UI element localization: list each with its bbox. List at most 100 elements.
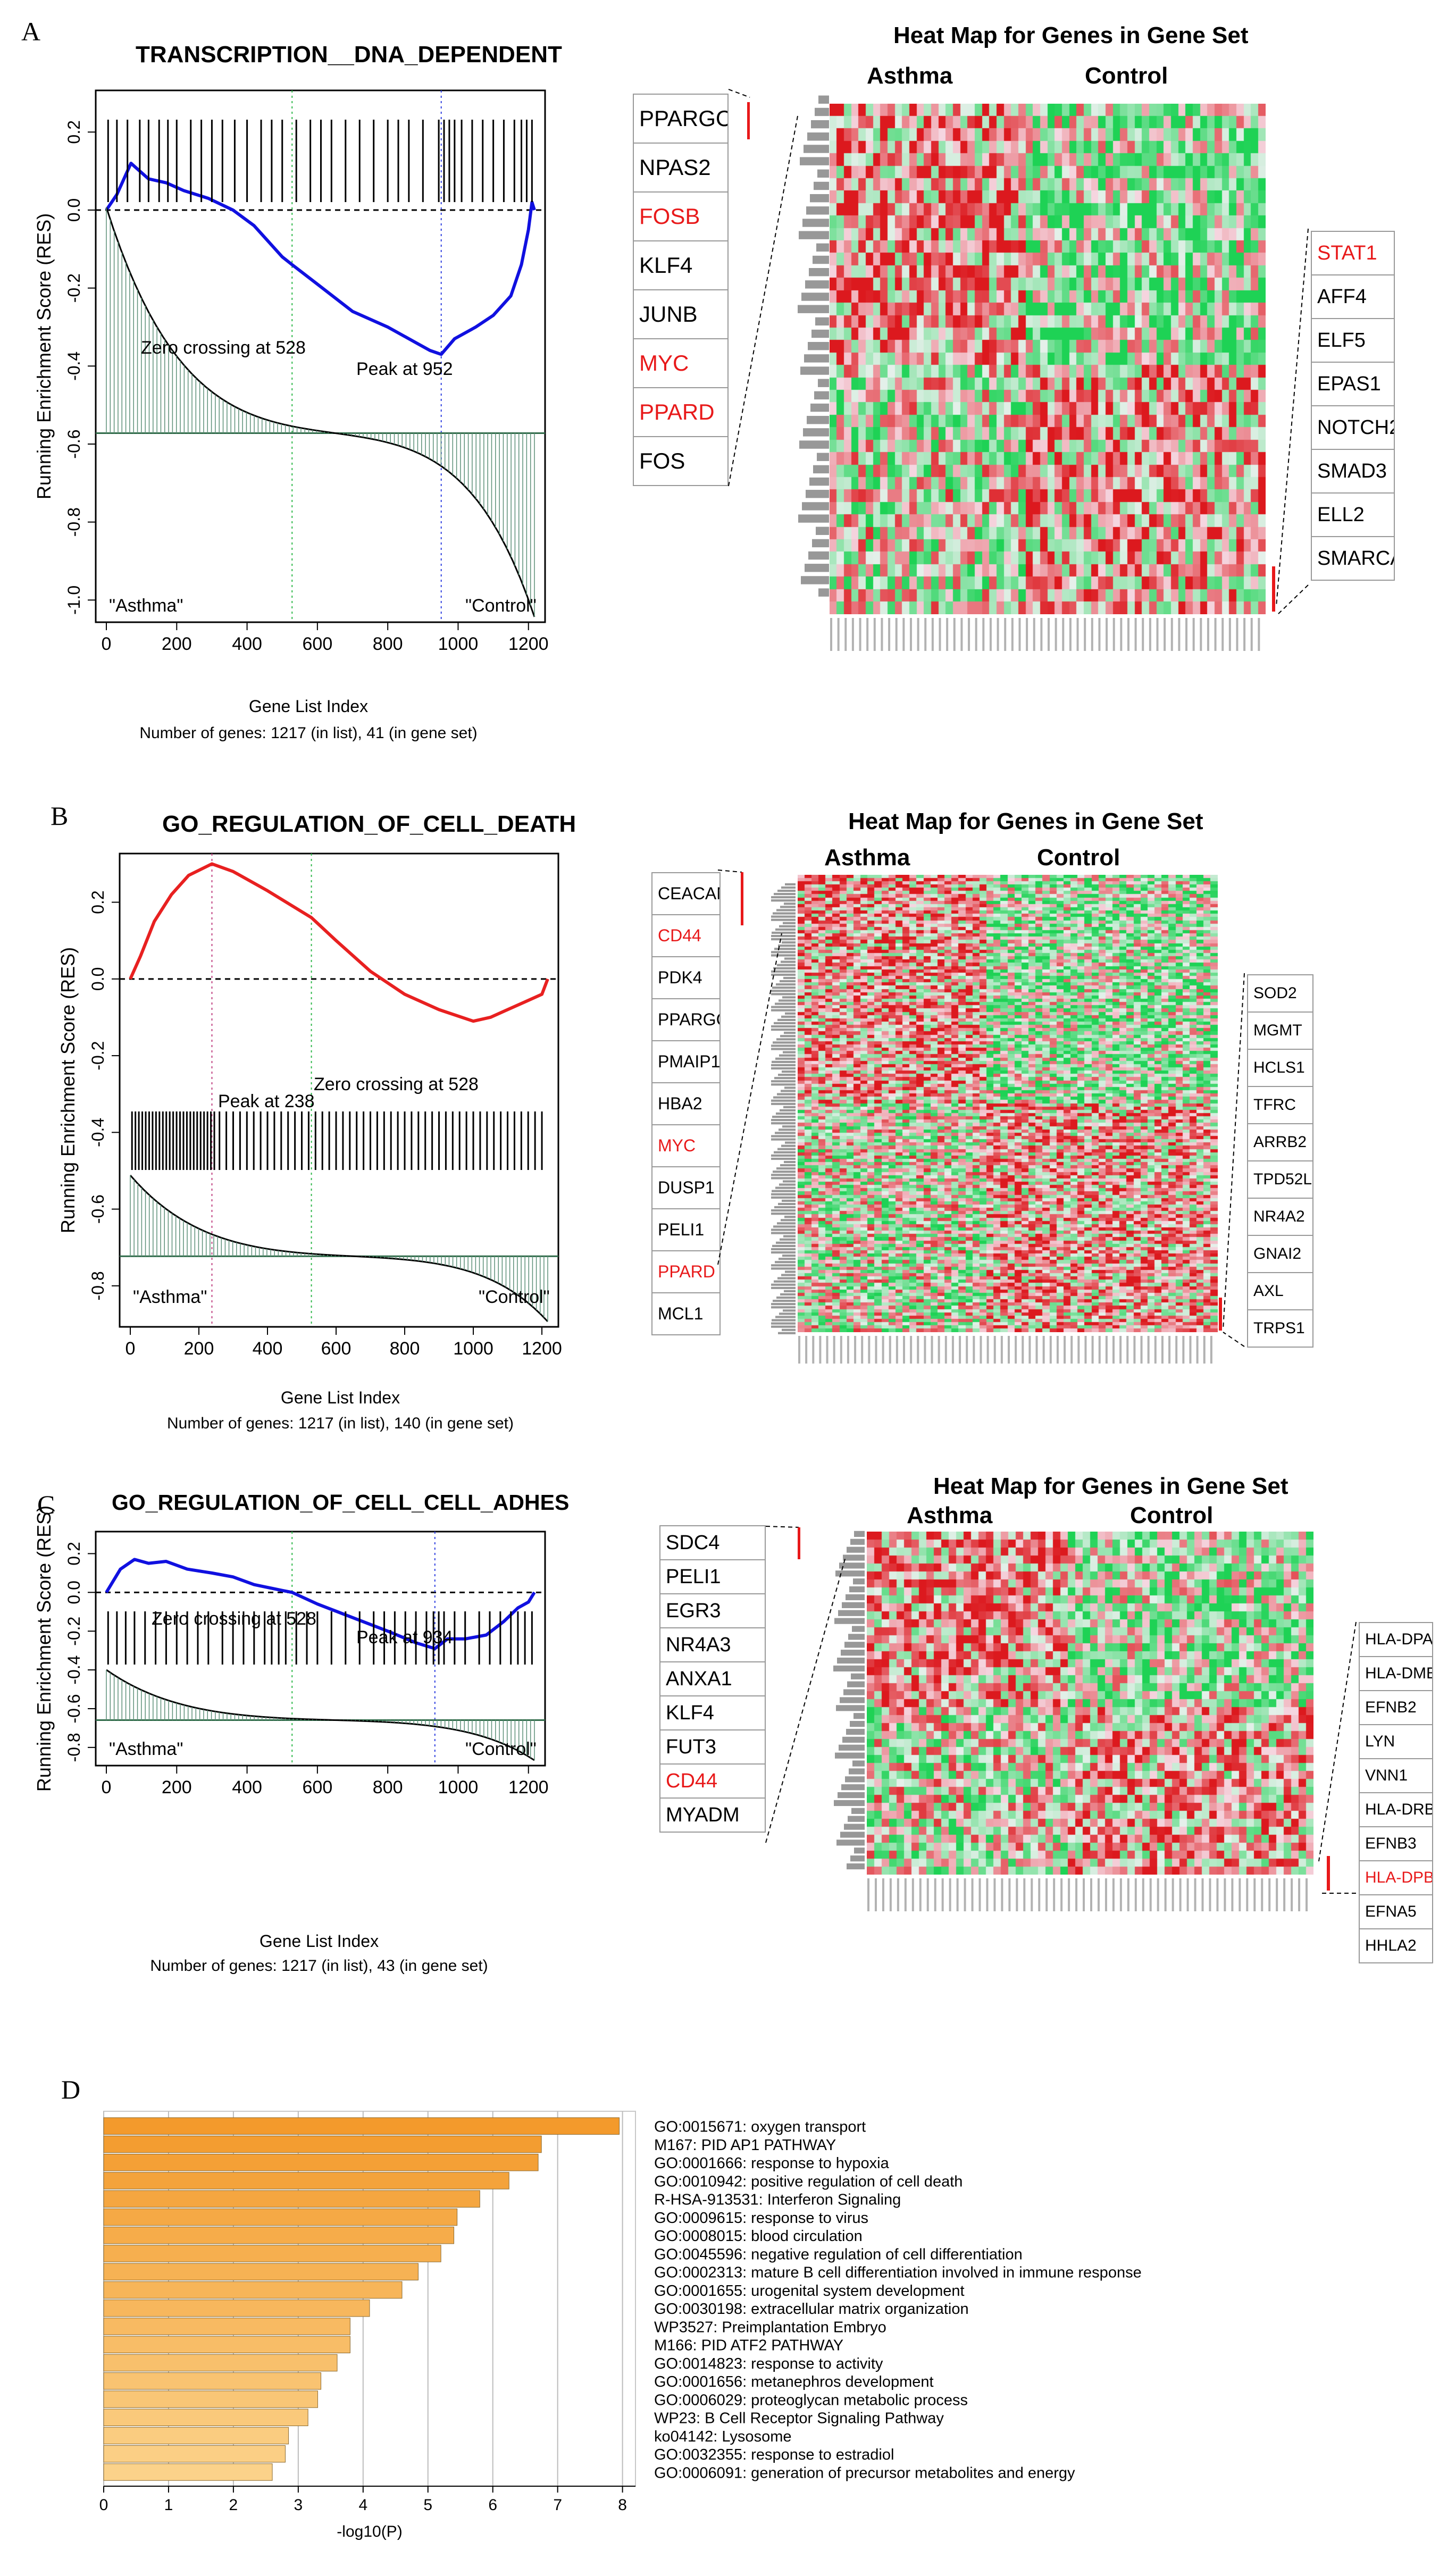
gsea-plot-b: -0.8 -0.6 -0.4 -0.2 0.0 0.2 0 200 400 600 800 1000 1… bbox=[57, 852, 562, 1359]
row-label-mark bbox=[841, 1784, 865, 1791]
row-label-mark bbox=[782, 1328, 796, 1331]
row-label-mark bbox=[771, 1322, 796, 1325]
col-label-mark bbox=[1283, 1878, 1286, 1911]
row-label-mark bbox=[771, 1102, 796, 1105]
x-tick-label: 7 bbox=[553, 2496, 562, 2514]
row-label-mark bbox=[784, 1216, 796, 1218]
col-label-mark bbox=[1149, 618, 1151, 651]
col-label-mark bbox=[1001, 1878, 1003, 1911]
row-label-mark bbox=[800, 157, 829, 165]
col-label-mark bbox=[944, 1336, 947, 1364]
bar bbox=[103, 2372, 322, 2390]
col-label-mark bbox=[1207, 618, 1209, 651]
x-tick-label: 1200 bbox=[508, 634, 549, 654]
heatmap-group-control-a: Control bbox=[1085, 63, 1168, 89]
row-label-mark bbox=[771, 1248, 796, 1251]
row-label-mark bbox=[779, 925, 796, 927]
row-label-mark bbox=[771, 934, 796, 938]
col-label-mark bbox=[1298, 1878, 1301, 1911]
row-label-mark bbox=[782, 1070, 796, 1073]
row-label-mark bbox=[783, 1180, 796, 1183]
y-axis-label: Running Enrichment Score (RES) bbox=[33, 213, 55, 499]
enrichment-curve bbox=[105, 162, 536, 356]
row-label-mark bbox=[775, 1002, 796, 1005]
gene-label: FOSB bbox=[633, 191, 729, 241]
col-label-mark bbox=[1053, 1878, 1056, 1911]
row-label-mark bbox=[776, 983, 796, 986]
row-label-mark bbox=[771, 1303, 796, 1306]
gene-label: FOS bbox=[633, 436, 729, 486]
row-label-mark bbox=[811, 120, 829, 129]
left-gene-list-a: PPARGC1ANPAS2FOSBKLF4JUNBMYCPPARDFOS bbox=[633, 94, 729, 486]
gene-label: PDK4 bbox=[651, 956, 721, 999]
row-label-mark bbox=[771, 1006, 796, 1008]
y-axis-label: Running Enrichment Score (RES) bbox=[33, 1506, 55, 1792]
row-label-mark bbox=[771, 1122, 796, 1125]
col-label-mark bbox=[1186, 1878, 1189, 1911]
row-label-mark bbox=[771, 1283, 796, 1286]
col-label-mark bbox=[844, 618, 847, 651]
row-label-mark bbox=[777, 1277, 796, 1280]
row-label-mark bbox=[779, 1183, 796, 1186]
col-label-mark bbox=[1055, 618, 1057, 651]
col-label-mark bbox=[1228, 618, 1231, 651]
col-label-mark bbox=[1038, 1878, 1041, 1911]
row-label-mark bbox=[807, 132, 829, 141]
x-tick-label: 4 bbox=[358, 2496, 367, 2514]
row-label-mark bbox=[775, 1186, 796, 1189]
col-label-mark bbox=[1149, 1878, 1152, 1911]
zero-crossing-label: Zero crossing at 528 bbox=[314, 1074, 479, 1094]
row-label-mark bbox=[778, 1332, 796, 1334]
col-label-mark bbox=[975, 618, 977, 651]
col-label-mark bbox=[1076, 618, 1079, 651]
row-label-mark bbox=[834, 1800, 865, 1807]
panel-letter-b: B bbox=[51, 801, 69, 831]
x-tick-label: 800 bbox=[373, 634, 403, 654]
row-label-mark bbox=[843, 1689, 865, 1695]
gene-label: HLA-DMB bbox=[1359, 1656, 1433, 1691]
y-tick-label: -0.4 bbox=[64, 352, 83, 381]
row-label-mark bbox=[842, 1602, 865, 1608]
row-label-mark bbox=[780, 980, 796, 983]
col-label-mark bbox=[873, 618, 876, 651]
row-label-mark bbox=[844, 1642, 865, 1648]
heatmap-row-labels-a bbox=[798, 95, 829, 597]
col-label-mark bbox=[926, 1878, 929, 1911]
gene-label: NR4A3 bbox=[659, 1627, 766, 1662]
x-axis-label: -log10(P) bbox=[337, 2523, 402, 2540]
row-label-mark bbox=[775, 1261, 796, 1264]
row-label-mark bbox=[850, 1855, 865, 1862]
row-label-mark bbox=[802, 502, 829, 511]
col-label-mark bbox=[973, 1336, 975, 1364]
col-label-mark bbox=[1035, 1336, 1038, 1364]
row-label-mark bbox=[781, 1219, 796, 1222]
col-label-mark bbox=[960, 618, 963, 651]
gene-label: PPARGC1A bbox=[651, 998, 721, 1041]
row-label-mark bbox=[844, 1824, 865, 1830]
col-label-mark bbox=[1004, 618, 1007, 651]
col-label-mark bbox=[997, 618, 999, 651]
gene-label: VNN1 bbox=[1359, 1758, 1433, 1793]
col-label-mark bbox=[798, 1336, 800, 1364]
col-label-mark bbox=[1243, 618, 1246, 651]
col-label-mark bbox=[867, 1878, 869, 1911]
row-label-mark bbox=[777, 1148, 796, 1150]
col-label-mark bbox=[1172, 1878, 1174, 1911]
row-label-mark bbox=[771, 1177, 796, 1180]
row-label-mark bbox=[771, 970, 796, 973]
col-label-mark bbox=[1008, 1878, 1011, 1911]
row-label-mark bbox=[814, 391, 829, 400]
bar-category-label: GO:0030198: extracellular matrix organiz… bbox=[654, 2301, 969, 2318]
gene-label: MYC bbox=[633, 338, 729, 388]
heatmap-group-asthma-a: Asthma bbox=[867, 63, 953, 89]
col-label-mark bbox=[931, 1336, 933, 1364]
row-label-mark bbox=[818, 588, 829, 597]
col-label-mark bbox=[1157, 1878, 1159, 1911]
col-label-mark bbox=[1239, 1878, 1241, 1911]
row-label-mark bbox=[846, 1728, 865, 1735]
col-label-mark bbox=[1253, 1878, 1256, 1911]
gene-label: DUSP1 bbox=[651, 1166, 721, 1209]
col-label-mark bbox=[1291, 1878, 1293, 1911]
row-label-mark bbox=[840, 1697, 865, 1703]
row-label-mark bbox=[771, 1251, 796, 1254]
